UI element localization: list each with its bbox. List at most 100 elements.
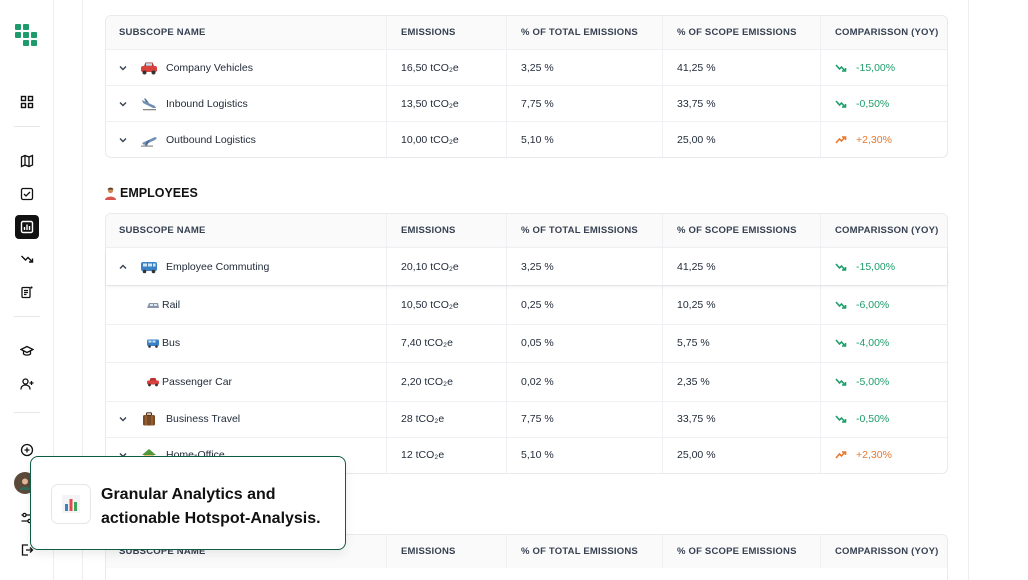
table-subrow: Rail 10,50 tCO₂e 0,25 % 10,25 % -6,00% (106, 285, 947, 324)
add-user-icon[interactable] (15, 372, 39, 396)
car-icon (147, 377, 159, 387)
row-yoy: -0,50% (856, 413, 890, 425)
row-yoy: +2,30% (856, 133, 892, 146)
trend-down-icon (835, 415, 847, 423)
column-header-pct-total: % OF TOTAL EMISSIONS (507, 214, 663, 247)
person-icon (105, 187, 116, 200)
graduation-cap-icon[interactable] (15, 339, 39, 363)
column-header-pct-total: % OF TOTAL EMISSIONS (507, 16, 663, 49)
row-pct-scope: 33,75 % (663, 401, 821, 437)
subrow-yoy: -4,00% (856, 337, 890, 350)
row-name: Company Vehicles (166, 61, 253, 74)
subscope-table-employees: SUBSCOPE NAME EMISSIONS % OF TOTAL EMISS… (105, 213, 948, 474)
subrow-name: Passenger Car (162, 375, 233, 388)
trend-down-icon[interactable] (15, 247, 39, 271)
column-header-comparison: COMPARISSON (YOY) (835, 225, 939, 236)
column-header-pct-scope: % OF SCOPE EMISSIONS (663, 16, 821, 49)
row-yoy: +2,30% (856, 449, 892, 461)
subrow-pct-scope: 2,35 % (663, 363, 821, 401)
row-pct-total: 3,25 % (507, 248, 663, 285)
column-header-emissions: EMISSIONS (387, 16, 507, 49)
map-icon[interactable] (15, 149, 39, 173)
table-row[interactable]: Employee Commuting 20,10 tCO₂e 3,25 % 41… (106, 247, 947, 285)
row-yoy: -15,00% (856, 61, 896, 74)
row-name: Employee Commuting (166, 260, 270, 273)
sidebar-divider (14, 126, 40, 127)
column-header-pct-total: % OF TOTAL EMISSIONS (507, 535, 663, 568)
trend-up-icon (835, 451, 847, 459)
subrow-yoy: -5,00% (856, 375, 890, 388)
column-header-name: SUBSCOPE NAME (106, 16, 387, 49)
row-yoy: -0,50% (856, 97, 890, 110)
subrow-emissions: 7,40 tCO₂e (387, 324, 507, 362)
table-header: SUBSCOPE NAME EMISSIONS % OF TOTAL EMISS… (106, 16, 947, 49)
subrow-emissions: 2,20 tCO₂e (387, 363, 507, 401)
subrow-name: Rail (162, 298, 181, 311)
subrow-pct-scope: 5,75 % (663, 324, 821, 362)
column-header-emissions: EMISSIONS (387, 535, 507, 568)
trend-down-icon (835, 339, 847, 348)
table-row[interactable]: Inbound Logistics 13,50 tCO₂e 7,75 % 33,… (106, 85, 947, 121)
row-name: Outbound Logistics (166, 133, 256, 146)
table-row[interactable]: Business Travel 28 tCO₂e 7,75 % 33,75 % … (106, 400, 947, 437)
chevron-down-icon[interactable] (118, 63, 128, 73)
logo-icon[interactable] (15, 24, 39, 48)
content-border (968, 0, 969, 580)
column-header-pct-scope: % OF SCOPE EMISSIONS (663, 535, 821, 568)
subrow-pct-scope: 10,25 % (663, 286, 821, 324)
dashboard-icon[interactable] (15, 90, 39, 114)
train-icon (147, 302, 159, 308)
table-header: SUBSCOPE NAME EMISSIONS % OF TOTAL EMISS… (106, 214, 947, 247)
chevron-down-icon[interactable] (118, 99, 128, 109)
sidebar-divider (14, 412, 40, 413)
subrow-pct-total: 0,25 % (507, 286, 663, 324)
subrow-pct-total: 0,05 % (507, 324, 663, 362)
row-pct-total: 5,10 % (507, 122, 663, 157)
trend-down-icon (835, 262, 847, 271)
row-pct-scope: 41,25 % (663, 50, 821, 85)
trend-up-icon (835, 135, 847, 144)
logout-icon[interactable] (15, 538, 39, 562)
row-pct-scope: 33,75 % (663, 86, 821, 121)
row-name: Inbound Logistics (166, 97, 248, 110)
table-row[interactable]: Company Vehicles 16,50 tCO₂e 3,25 % 41,2… (106, 49, 947, 85)
trend-down-icon (835, 99, 847, 108)
chevron-down-icon[interactable] (118, 135, 128, 145)
car-icon (141, 62, 157, 74)
checklist-icon[interactable] (15, 182, 39, 206)
column-header-comparison: COMPARISSON (YOY) (835, 27, 939, 38)
document-icon[interactable] (15, 280, 39, 304)
row-emissions: 16,50 tCO₂e (387, 50, 507, 85)
trend-down-icon (835, 378, 847, 386)
subscope-table-top: SUBSCOPE NAME EMISSIONS % OF TOTAL EMISS… (105, 15, 948, 158)
table-subrow: Bus 7,40 tCO₂e 0,05 % 5,75 % -4,00% (106, 323, 947, 362)
airplane-arriving-icon (142, 98, 156, 110)
bus-icon (147, 339, 159, 349)
section-title-employees: EMPLOYEES (104, 186, 198, 200)
analytics-icon[interactable] (15, 215, 39, 239)
table-row[interactable]: Outbound Logistics 10,00 tCO₂e 5,10 % 25… (106, 121, 947, 157)
trend-down-icon (835, 63, 847, 72)
row-name: Business Travel (166, 413, 241, 425)
row-yoy: -15,00% (856, 260, 896, 273)
feature-callout-text: Granular Analytics and actionable Hotspo… (101, 486, 321, 527)
column-header-pct-scope: % OF SCOPE EMISSIONS (663, 214, 821, 247)
bus-icon (141, 261, 157, 273)
row-pct-total: 5,10 % (507, 437, 663, 473)
feature-icon-tile (51, 484, 91, 524)
subrow-name: Bus (162, 337, 181, 350)
bar-chart-icon (62, 495, 80, 513)
chevron-down-icon[interactable] (118, 414, 128, 424)
row-pct-total: 7,75 % (507, 401, 663, 437)
section-title-text: EMPLOYEES (120, 186, 198, 200)
luggage-icon (143, 412, 155, 426)
row-pct-scope: 41,25 % (663, 248, 821, 285)
add-circle-icon[interactable] (15, 438, 39, 462)
column-header-name: SUBSCOPE NAME (106, 214, 387, 247)
airplane-departing-icon (141, 136, 157, 147)
row-pct-scope: 25,00 % (663, 437, 821, 473)
row-emissions: 20,10 tCO₂e (387, 248, 507, 285)
column-header-comparison: COMPARISSON (YOY) (835, 546, 939, 557)
chevron-up-icon[interactable] (118, 262, 128, 272)
trend-down-icon (835, 301, 847, 309)
